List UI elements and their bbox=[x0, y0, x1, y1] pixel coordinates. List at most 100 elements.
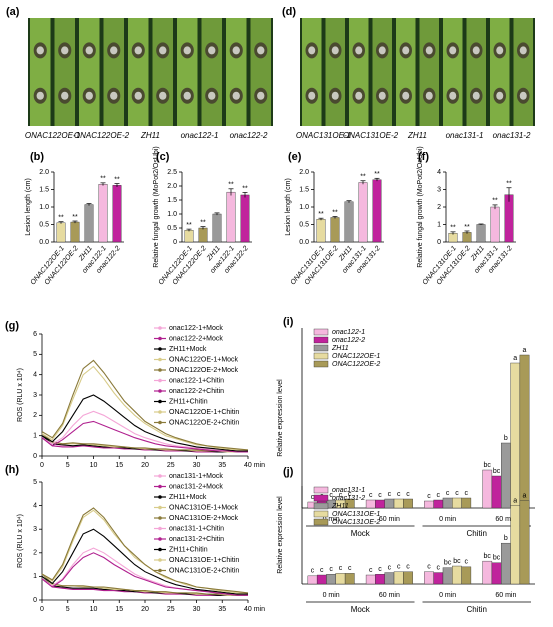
bar bbox=[519, 500, 530, 585]
lesion-center bbox=[308, 46, 316, 55]
significance-letter: c bbox=[311, 494, 315, 501]
bar bbox=[384, 572, 395, 585]
bar bbox=[375, 574, 385, 585]
significance: ** bbox=[58, 215, 64, 222]
y-tick-label: 1 bbox=[33, 573, 37, 580]
legend-label: ONAC122OE-1+Mock bbox=[169, 356, 239, 363]
legend-swatch bbox=[313, 486, 329, 494]
bar bbox=[326, 574, 336, 585]
significance-letter: c bbox=[465, 559, 469, 566]
category-label: 0 min bbox=[323, 592, 340, 599]
significance: ** bbox=[200, 219, 206, 226]
significance-letter: c bbox=[339, 492, 343, 499]
legend-marker bbox=[158, 336, 162, 341]
y-tick-label: 3 bbox=[437, 186, 441, 193]
series-line bbox=[41, 509, 248, 594]
y-axis-label: ROS (RLU x 10⁴) bbox=[17, 368, 24, 422]
significance: ** bbox=[228, 182, 234, 189]
bar bbox=[491, 562, 502, 585]
panel-label: (d) bbox=[282, 6, 296, 18]
panel-label: (i) bbox=[283, 316, 294, 328]
panel-label: (b) bbox=[30, 151, 44, 163]
significance: ** bbox=[100, 176, 106, 183]
category-label: 0 min bbox=[439, 592, 456, 599]
bar bbox=[84, 204, 94, 243]
y-axis-label: Relative fungal growth (MoPot2/OsUbi) bbox=[417, 146, 424, 267]
legend-label: onac131-2+Mock bbox=[169, 483, 223, 490]
genotype-label: onac131-1 bbox=[446, 131, 484, 140]
x-tick-label: 20 bbox=[141, 606, 149, 613]
group-label: Chitin bbox=[467, 605, 487, 614]
series-line bbox=[41, 394, 248, 452]
x-tick-label: 5 bbox=[66, 606, 70, 613]
significance-letter: c bbox=[369, 492, 373, 499]
significance-letter: bc bbox=[493, 555, 501, 562]
leaf bbox=[201, 18, 222, 126]
significance-letter: c bbox=[311, 568, 315, 575]
y-tick-label: 1.0 bbox=[167, 211, 177, 218]
x-tick-label: 20 bbox=[141, 462, 149, 469]
lesion-center bbox=[257, 46, 265, 55]
legend-label: onac122-2 bbox=[332, 337, 365, 344]
legend-marker bbox=[158, 474, 162, 478]
bar bbox=[212, 213, 222, 243]
bar bbox=[316, 574, 327, 585]
y-tick-label: 2.0 bbox=[39, 169, 49, 176]
y-axis-label: Relative fungal growth (MoPot2/OsUbi) bbox=[153, 146, 160, 267]
significance: ** bbox=[72, 214, 78, 221]
genotype-label: ZH11 bbox=[407, 131, 427, 140]
significance-letter: c bbox=[339, 565, 343, 572]
significance-letter: a bbox=[523, 347, 527, 354]
y-tick-label: 0.5 bbox=[299, 221, 309, 228]
bar bbox=[226, 191, 236, 243]
genotype-label: onac131-2 bbox=[493, 131, 531, 140]
series-line bbox=[41, 528, 248, 595]
group-label: Mock bbox=[351, 529, 371, 538]
lesion-center bbox=[257, 91, 265, 100]
y-tick-label: 5 bbox=[33, 351, 37, 358]
lesion-center bbox=[378, 46, 386, 55]
leaf bbox=[152, 18, 173, 126]
lesion-center bbox=[449, 46, 457, 55]
significance: ** bbox=[464, 224, 470, 231]
y-tick-label: 2 bbox=[437, 204, 441, 211]
bar bbox=[393, 498, 404, 509]
x-tick-label: 10 bbox=[90, 462, 98, 469]
significance-letter: c bbox=[369, 567, 373, 574]
bar bbox=[501, 542, 511, 585]
significance-letter: c bbox=[427, 564, 431, 571]
leaf bbox=[349, 18, 369, 126]
y-tick-label: 1.5 bbox=[39, 186, 49, 193]
significance: ** bbox=[242, 185, 248, 192]
lesion-center bbox=[425, 46, 433, 55]
bar bbox=[433, 572, 444, 585]
legend-swatch bbox=[313, 328, 329, 336]
series-line bbox=[41, 410, 249, 453]
significance: ** bbox=[360, 174, 366, 181]
x-tick-label: 10 bbox=[90, 606, 98, 613]
lesion-center bbox=[472, 91, 480, 100]
genotype-label: ONAC131OE-1 bbox=[296, 131, 351, 140]
bar bbox=[184, 230, 194, 243]
legend-label: onac122-1+Mock bbox=[169, 325, 223, 332]
lesion-center bbox=[496, 46, 504, 55]
category-label: 0 min bbox=[323, 516, 340, 523]
lesion-center bbox=[183, 46, 191, 55]
y-tick-label: 0.0 bbox=[299, 239, 309, 246]
y-axis-label: Lesion length (cm) bbox=[285, 178, 292, 236]
bar bbox=[403, 571, 413, 585]
legend-swatch bbox=[313, 494, 329, 502]
y-tick-label: 0 bbox=[173, 239, 177, 246]
legend-label: ONAC131OE-2+Mock bbox=[169, 515, 239, 522]
lesion-center bbox=[308, 91, 316, 100]
lesion-center bbox=[159, 91, 167, 100]
bar bbox=[98, 184, 108, 243]
legend-marker bbox=[158, 568, 162, 573]
bar bbox=[433, 499, 444, 509]
series-line bbox=[41, 573, 248, 596]
y-tick-label: 2 bbox=[33, 550, 37, 557]
leaf bbox=[226, 18, 247, 126]
bar bbox=[442, 567, 453, 585]
legend-marker bbox=[158, 537, 162, 541]
y-tick-label: 2 bbox=[33, 412, 37, 419]
